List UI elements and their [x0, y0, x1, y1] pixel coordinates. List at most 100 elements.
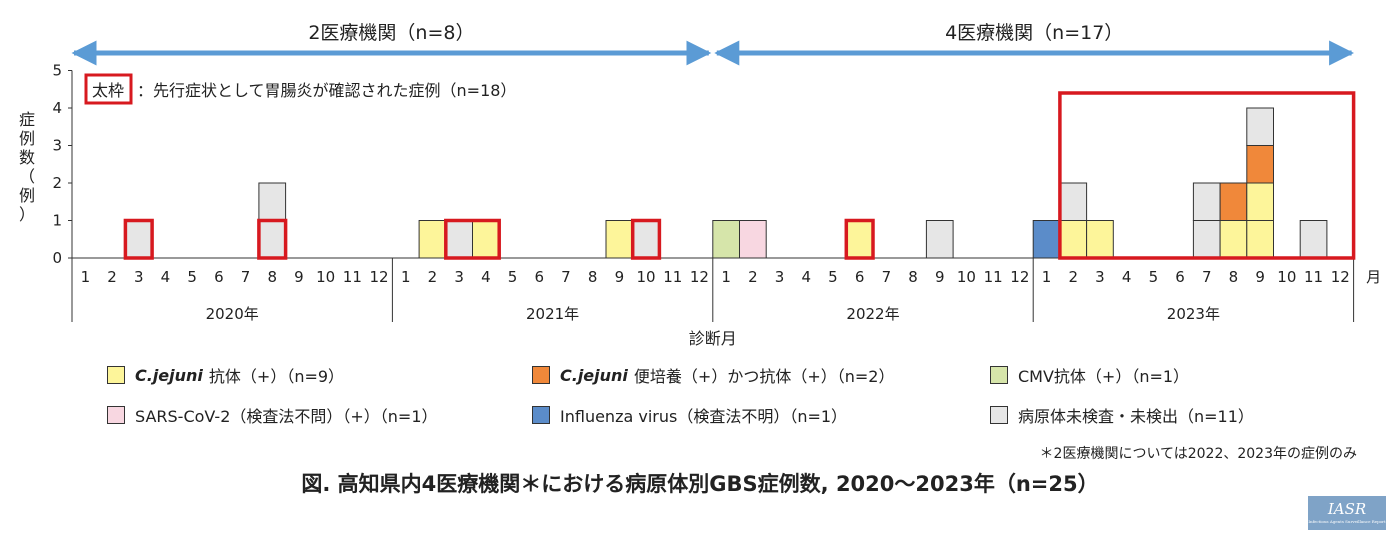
legend-swatch [990, 366, 1008, 384]
y-tick-label: 1 [52, 212, 62, 230]
month-unit-label: 月 [1366, 268, 1381, 286]
legend-label: SARS-CoV-2（検査法不問）（+）（n=1） [135, 407, 438, 426]
legend-item-cj-culture: C.jejuni 便培養（+）かつ抗体（+）（n=2） [532, 363, 894, 387]
x-tick-label: 3 [775, 268, 785, 286]
gastroenteritis-highlight-box [444, 218, 501, 260]
bar-segment-none [925, 220, 954, 259]
legend-item-flu: Influenza virus（検査法不明）（n=1） [532, 403, 847, 427]
x-tick-label: 2 [428, 268, 438, 286]
y-tick-label: 4 [52, 99, 62, 117]
box-note-key: 太枠 [92, 81, 124, 100]
y-tick-label: 5 [52, 62, 62, 80]
bar-segment-cj_ab [605, 220, 634, 259]
x-tick-label: 3 [454, 268, 464, 286]
bar-segment-flu [1032, 220, 1061, 259]
legend-series-name: C.jejuni [560, 365, 628, 385]
x-tick-label: 4 [1122, 268, 1132, 286]
legend-swatch [532, 406, 550, 424]
bar-segment-cj_culture [1219, 182, 1248, 221]
gastroenteritis-highlight-box [844, 218, 875, 260]
legend-swatch [107, 406, 125, 424]
bar-segment-cj_ab [418, 220, 447, 259]
year-label: 2020年 [206, 305, 259, 323]
y-axis-label-char: 例 [19, 129, 35, 148]
y-tick-label: 3 [52, 137, 62, 155]
x-tick-label: 12 [370, 268, 389, 286]
legend-item-cj-ab: C.jejuni 抗体（+）（n=9） [107, 363, 344, 387]
x-tick-label: 9 [1255, 268, 1265, 286]
x-tick-label: 12 [1010, 268, 1029, 286]
x-tick-label: 10 [637, 268, 656, 286]
x-tick-label: 3 [1095, 268, 1105, 286]
x-tick-label: 6 [214, 268, 224, 286]
bar-segment-none [258, 182, 287, 221]
x-tick-label: 9 [935, 268, 945, 286]
y-axis-label-char: 例 [19, 186, 35, 205]
bar-segment-none [1299, 220, 1328, 259]
x-tick-label: 5 [508, 268, 518, 286]
x-tick-label: 6 [1175, 268, 1185, 286]
period-label: 2医療機関（n=8） [308, 22, 474, 44]
legend-label: CMV抗体（+）（n=1） [1018, 367, 1190, 386]
bar-segment-none [258, 220, 287, 259]
x-tick-label: 10 [316, 268, 335, 286]
bar-segment-none [445, 220, 473, 259]
x-tick-label: 11 [984, 268, 1003, 286]
bar-segment-cj_culture [1246, 145, 1275, 184]
x-tick-label: 1 [81, 268, 91, 286]
year-label: 2022年 [846, 305, 899, 323]
x-tick-label: 12 [1331, 268, 1350, 286]
legend-swatch [990, 406, 1008, 424]
bar-segment-cj_ab [1219, 220, 1248, 259]
bar-segment-none [1059, 182, 1088, 221]
bar-segment-cj_ab [472, 220, 500, 259]
year-label: 2023年 [1167, 305, 1220, 323]
x-tick-label: 5 [187, 268, 197, 286]
x-tick-label: 3 [134, 268, 144, 286]
y-axis-label-char: 症 [19, 110, 35, 129]
x-tick-label: 9 [294, 268, 304, 286]
box-note-key-frame [84, 73, 133, 105]
bar-segment-none [632, 220, 660, 259]
x-tick-label: 8 [267, 268, 277, 286]
x-axis-label: 診断月 [689, 329, 737, 348]
x-tick-label: 5 [1149, 268, 1159, 286]
x-tick-label: 6 [534, 268, 544, 286]
logo-main: IASR [1327, 500, 1367, 518]
y-tick-label: 0 [52, 249, 62, 267]
x-tick-label: 5 [828, 268, 838, 286]
iasr-logo: IASR Infectious Agents Surveillance Repo… [1308, 496, 1386, 530]
x-tick-label: 7 [882, 268, 892, 286]
figure-caption: 図. 高知県内4医療機関＊における病原体別GBS症例数, 2020〜2023年（… [301, 472, 1099, 496]
y-axis-label-char: 数 [19, 148, 35, 167]
year-label: 2021年 [526, 305, 579, 323]
x-tick-label: 7 [561, 268, 571, 286]
x-tick-label: 2 [748, 268, 758, 286]
x-tick-label: 7 [241, 268, 251, 286]
x-tick-label: 4 [481, 268, 491, 286]
legend-item-cmv: CMV抗体（+）（n=1） [990, 363, 1189, 387]
x-tick-label: 4 [161, 268, 171, 286]
period-label: 4医療機関（n=17） [945, 22, 1123, 44]
x-tick-label: 11 [663, 268, 682, 286]
bar-segment-cj_ab [1059, 220, 1088, 259]
gastroenteritis-highlight-box [257, 218, 288, 260]
x-tick-label: 8 [908, 268, 918, 286]
x-tick-label: 1 [1042, 268, 1052, 286]
y-tick-label: 2 [52, 174, 62, 192]
x-tick-label: 2 [107, 268, 117, 286]
gastroenteritis-highlight-box [1058, 91, 1356, 260]
bar-segment-cj_ab [1246, 182, 1275, 221]
x-tick-label: 2 [1068, 268, 1078, 286]
y-axis-label-char: ） [19, 205, 35, 224]
x-tick-label: 1 [721, 268, 731, 286]
x-tick-label: 1 [401, 268, 411, 286]
legend-label: 便培養（+）かつ抗体（+）（n=2） [633, 367, 895, 386]
box-note-text: ：先行症状として胃腸炎が確認された症例（n=18） [137, 81, 516, 100]
legend-swatch [107, 366, 125, 384]
y-axis-label-char: （ [19, 167, 35, 186]
legend-swatch [532, 366, 550, 384]
x-tick-label: 11 [343, 268, 362, 286]
bar-segment-cj_ab [845, 220, 874, 259]
bar-segment-none [1246, 107, 1275, 146]
